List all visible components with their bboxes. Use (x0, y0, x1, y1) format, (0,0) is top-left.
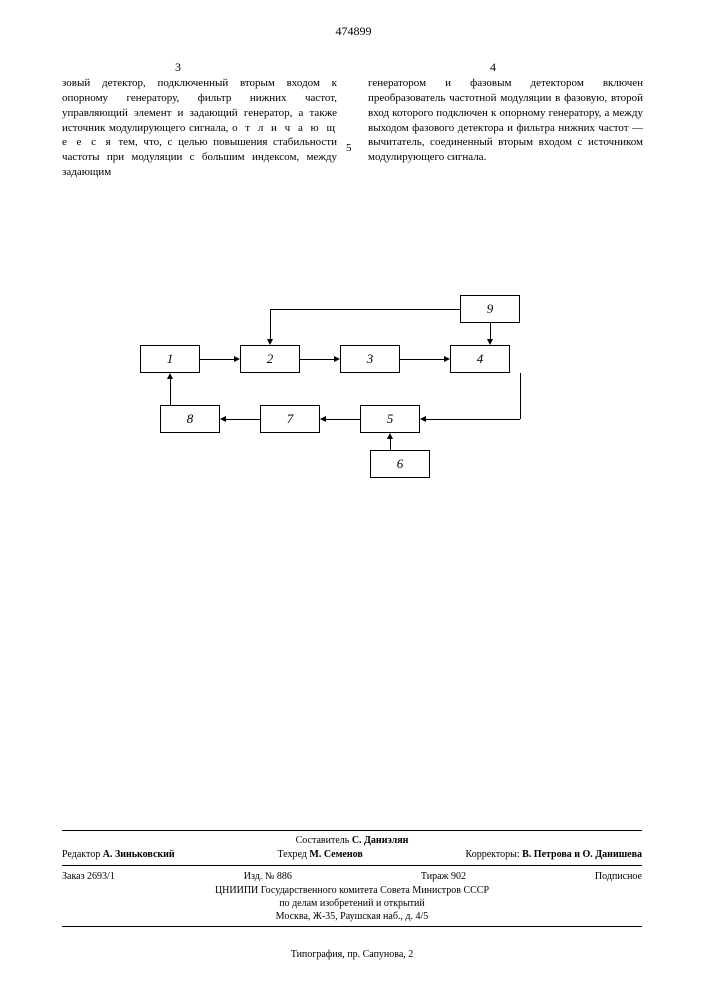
subscription: Подписное (595, 871, 642, 882)
corrector-label: Корректоры: (466, 849, 520, 860)
block-2: 2 (240, 345, 300, 373)
arrowhead-1-2 (234, 356, 240, 362)
line-marker: 5 (346, 142, 352, 154)
org-line-1: ЦНИИПИ Государственного комитета Совета … (62, 884, 642, 897)
compiler-row: Составитель С. Даниэлян (62, 834, 642, 847)
techred-label: Техред (277, 849, 306, 860)
editor-label: Редактор (62, 849, 100, 860)
patent-number: 474899 (336, 24, 372, 39)
arrowhead-2-3 (334, 356, 340, 362)
techred-cell: Техред М. Семенов (277, 849, 362, 860)
org-line-2: по делам изобретений и открытий (62, 897, 642, 910)
arrow-5-7 (326, 419, 360, 420)
address-line: Москва, Ж-35, Раушская наб., д. 4/5 (62, 910, 642, 923)
block-7: 7 (260, 405, 320, 433)
order-number: Заказ 2693/1 (62, 871, 115, 882)
arrow-3-4 (400, 359, 444, 360)
editor-name: А. Зиньковский (103, 849, 175, 860)
arrow-2-3 (300, 359, 334, 360)
compiler-name: С. Даниэлян (352, 835, 409, 846)
footer-divider-1 (62, 830, 642, 831)
izd-number: Изд. № 886 (244, 871, 292, 882)
arrow-7-8 (226, 419, 260, 420)
footer-block: Составитель С. Даниэлян Редактор А. Зинь… (62, 827, 642, 930)
arrow-9-2-h (270, 309, 460, 310)
block-diagram: 1 2 3 4 5 6 7 8 9 (130, 290, 570, 490)
column-number-right: 4 (490, 60, 496, 75)
arrow-4-5-h (426, 419, 520, 420)
block-1: 1 (140, 345, 200, 373)
print-info-row: Заказ 2693/1 Изд. № 886 Тираж 902 Подпис… (62, 869, 642, 884)
arrow-9-2-v (270, 309, 271, 339)
editor-cell: Редактор А. Зиньковский (62, 849, 175, 860)
credits-row: Редактор А. Зиньковский Техред М. Семено… (62, 847, 642, 862)
tirazh: Тираж 902 (421, 871, 466, 882)
arrow-4-5-v (520, 373, 521, 419)
block-9: 9 (460, 295, 520, 323)
footer-divider-3 (62, 926, 642, 927)
block-6: 6 (370, 450, 430, 478)
left-column-text: зовый детектор, подключенный вторым вход… (62, 76, 337, 180)
typography-line: Типография, пр. Сапунова, 2 (62, 949, 642, 960)
corrector-cell: Корректоры: В. Петрова и О. Данишева (466, 849, 642, 860)
arrowhead-8-1 (167, 373, 173, 379)
block-3: 3 (340, 345, 400, 373)
block-4: 4 (450, 345, 510, 373)
arrowhead-6-5 (387, 433, 393, 439)
column-number-left: 3 (175, 60, 181, 75)
arrow-8-1 (170, 379, 171, 405)
arrow-6-5 (390, 439, 391, 450)
arrowhead-9-2 (267, 339, 273, 345)
compiler-label: Составитель (296, 835, 350, 846)
arrowhead-7-8 (220, 416, 226, 422)
footer-divider-2 (62, 865, 642, 866)
block-8: 8 (160, 405, 220, 433)
corrector-names: В. Петрова и О. Данишева (522, 849, 642, 860)
arrow-1-2 (200, 359, 234, 360)
arrowhead-3-4 (444, 356, 450, 362)
arrowhead-9-4 (487, 339, 493, 345)
arrowhead-5-7 (320, 416, 326, 422)
arrow-9-4 (490, 323, 491, 339)
techred-name: М. Семенов (309, 849, 362, 860)
arrowhead-4-5 (420, 416, 426, 422)
block-5: 5 (360, 405, 420, 433)
right-column-text: генератором и фазовым детектором включен… (368, 76, 643, 165)
